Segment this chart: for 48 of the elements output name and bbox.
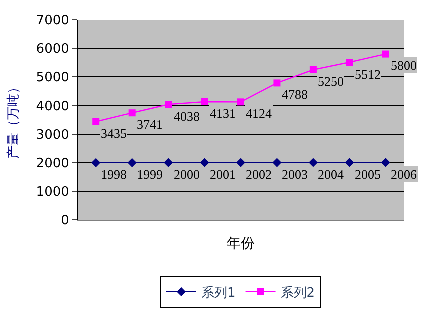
y-tick-label: 3000 xyxy=(36,128,70,143)
x-axis-title: 年份 xyxy=(227,236,255,252)
data-label: 5250 xyxy=(318,74,344,89)
data-label: 2000 xyxy=(174,167,200,182)
data-label: 5800 xyxy=(391,58,417,73)
point xyxy=(236,158,246,168)
point xyxy=(200,158,210,168)
data-label: 2002 xyxy=(246,167,272,182)
point xyxy=(92,158,101,168)
legend-label: 系列1 xyxy=(202,286,236,302)
point xyxy=(274,80,281,87)
legend-label: 系列2 xyxy=(280,286,316,302)
y-tick-label: 5000 xyxy=(36,70,70,86)
point xyxy=(310,66,317,74)
point xyxy=(128,110,136,117)
point xyxy=(201,98,208,106)
data-label: 2003 xyxy=(282,167,308,182)
point xyxy=(345,158,354,168)
y-tick-label: 0 xyxy=(61,214,70,229)
data-label: 2001 xyxy=(210,167,236,182)
y-tick-label: 6000 xyxy=(36,42,70,58)
data-label: 3435 xyxy=(101,126,127,141)
point xyxy=(165,101,172,108)
point xyxy=(346,59,354,66)
point xyxy=(92,118,100,126)
y-tick-label: 7000 xyxy=(36,14,70,29)
data-label: 2006 xyxy=(391,167,418,182)
point xyxy=(272,158,282,168)
data-label: 4788 xyxy=(282,87,308,102)
data-label: 1998 xyxy=(101,167,127,182)
data-label: 1999 xyxy=(137,167,163,182)
data-label: 4038 xyxy=(174,109,200,124)
point xyxy=(164,158,174,168)
data-label: 5512 xyxy=(355,67,381,82)
point xyxy=(238,98,244,106)
point xyxy=(128,158,137,168)
point xyxy=(382,50,390,58)
y-tick-label: 1000 xyxy=(36,184,70,200)
data-label: 2005 xyxy=(355,167,381,182)
y-tick-label: 2000 xyxy=(36,156,70,172)
data-label: 3741 xyxy=(137,117,163,132)
data-label: 4131 xyxy=(210,106,236,121)
y-axis-title: 产量（万吨） xyxy=(6,81,22,159)
y-tick-label: 4000 xyxy=(36,99,70,114)
data-label: 2004 xyxy=(318,167,344,182)
point xyxy=(308,158,318,168)
point xyxy=(381,158,390,168)
data-label: 4124 xyxy=(246,106,272,121)
